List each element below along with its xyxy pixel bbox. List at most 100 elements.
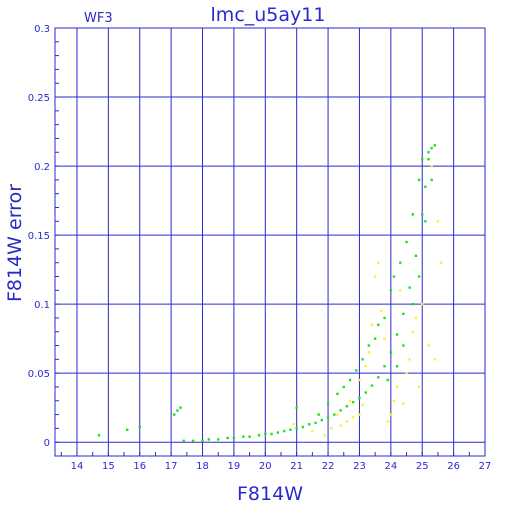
- data-point-main: [320, 418, 323, 422]
- data-point-outlier: [405, 371, 408, 375]
- data-point-main: [276, 431, 280, 434]
- data-point-main: [427, 151, 430, 154]
- data-point-main: [348, 378, 352, 382]
- data-point-main: [389, 289, 393, 292]
- data-point-outlier: [311, 429, 314, 433]
- data-point-outlier: [380, 309, 383, 313]
- data-point-outlier: [417, 385, 421, 389]
- x-tick-label: 24: [384, 461, 397, 472]
- x-tick-label: 17: [165, 461, 178, 472]
- data-point-main: [430, 178, 433, 182]
- data-point-main: [399, 261, 402, 264]
- data-point-main: [317, 413, 320, 416]
- data-point-main: [264, 432, 267, 436]
- data-points: [97, 144, 443, 443]
- data-point-outlier: [421, 302, 424, 306]
- data-point-outlier: [330, 427, 333, 430]
- data-point-main: [402, 344, 405, 347]
- data-point-main: [370, 384, 374, 387]
- data-point-main: [226, 436, 229, 440]
- y-tick-label: 0.25: [28, 93, 50, 104]
- data-point-main: [389, 351, 393, 354]
- y-tick-label: 0.05: [28, 369, 50, 380]
- data-point-outlier: [358, 413, 361, 416]
- data-point-main: [257, 434, 261, 437]
- data-point-main: [282, 429, 286, 433]
- y-tick-label: 0.1: [34, 300, 50, 311]
- data-point-main: [424, 185, 427, 188]
- data-point-main: [392, 275, 396, 278]
- data-point-outlier: [292, 423, 295, 426]
- data-point-main: [361, 358, 364, 361]
- data-point-outlier: [408, 358, 411, 361]
- x-tick-label: 16: [133, 461, 146, 472]
- data-point-main: [138, 425, 141, 429]
- data-point-outlier: [436, 220, 440, 223]
- data-point-main: [417, 178, 421, 182]
- data-point-main: [242, 435, 245, 438]
- data-point-main: [395, 333, 399, 336]
- data-point-outlier: [427, 344, 430, 347]
- data-point-main: [345, 405, 349, 408]
- data-point-outlier: [336, 413, 339, 416]
- data-point-main: [411, 213, 415, 216]
- data-point-outlier: [373, 275, 377, 278]
- data-point-main: [383, 316, 386, 320]
- data-point-main: [173, 413, 176, 416]
- data-point-main: [358, 396, 361, 400]
- data-point-outlier: [392, 399, 396, 402]
- data-point-main: [97, 434, 101, 437]
- data-point-main: [339, 409, 342, 412]
- x-tick-label: 27: [479, 461, 492, 472]
- data-point-main: [301, 425, 305, 429]
- x-axis-label: F814W: [237, 483, 303, 505]
- x-tick-label: 18: [196, 461, 209, 472]
- data-point-main: [342, 385, 345, 389]
- data-point-outlier: [323, 434, 327, 437]
- data-point-main: [395, 365, 399, 368]
- data-point-main: [314, 421, 317, 425]
- x-tick-label: 26: [447, 461, 460, 472]
- data-point-main: [424, 220, 427, 223]
- data-point-outlier: [402, 402, 405, 405]
- y-axis-label: F814W error: [4, 184, 26, 302]
- data-point-outlier: [439, 261, 443, 264]
- grid: [55, 27, 486, 456]
- data-point-main: [414, 254, 418, 258]
- data-point-outlier: [351, 416, 355, 419]
- x-tick-label: 19: [228, 461, 241, 472]
- data-point-outlier: [414, 316, 418, 320]
- data-point-main: [355, 369, 358, 372]
- plot-frame: [54, 27, 486, 457]
- data-point-outlier: [370, 323, 374, 327]
- y-tick-label: 0.2: [34, 162, 50, 173]
- data-point-main: [289, 428, 292, 431]
- data-point-main: [373, 337, 377, 340]
- data-point-outlier: [358, 378, 361, 382]
- x-tick-label: 15: [102, 461, 115, 472]
- data-point-outlier: [383, 337, 386, 340]
- x-tick-label: 22: [322, 461, 335, 472]
- data-point-main: [427, 157, 430, 161]
- data-point-main: [386, 378, 389, 382]
- data-point-main: [217, 438, 220, 441]
- x-tick-label: 25: [416, 461, 429, 472]
- data-point-main: [433, 144, 436, 147]
- data-point-main: [295, 406, 298, 409]
- data-point-outlier: [364, 365, 367, 368]
- data-point-outlier: [348, 399, 352, 402]
- data-point-main: [333, 413, 336, 416]
- data-point-main: [408, 286, 411, 289]
- data-point-main: [411, 302, 415, 306]
- data-point-main: [232, 436, 236, 440]
- chart-title: lmc_u5ay11: [211, 4, 326, 26]
- data-point-outlier: [386, 420, 389, 423]
- data-point-outlier: [395, 385, 399, 389]
- data-point-outlier: [339, 424, 342, 427]
- data-point-main: [326, 402, 330, 405]
- y-tick-label: 0.3: [34, 24, 50, 35]
- data-point-main: [405, 240, 408, 244]
- x-tick-label: 21: [290, 461, 303, 472]
- data-point-main: [430, 146, 433, 150]
